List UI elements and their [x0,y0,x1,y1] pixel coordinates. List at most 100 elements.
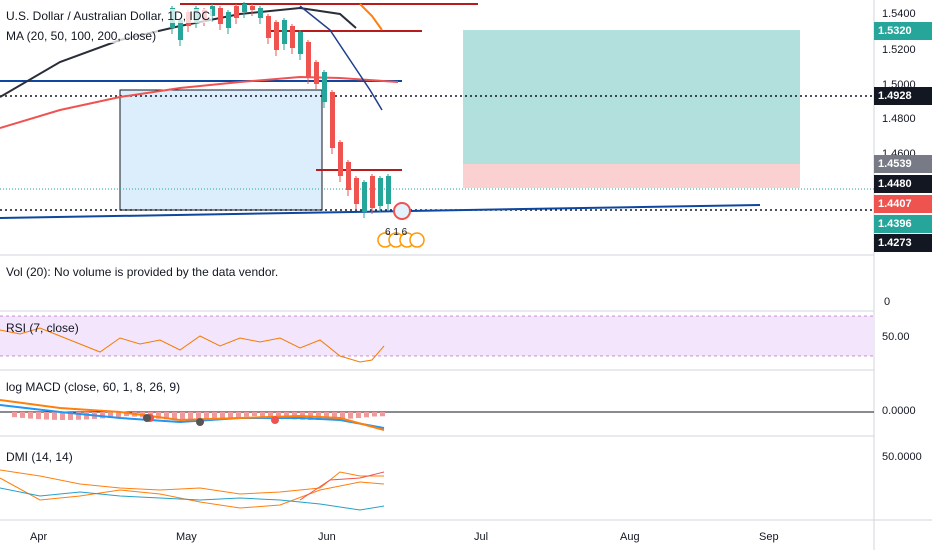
macd-legend[interactable]: log MACD (close, 60, 1, 8, 26, 9) [6,380,181,394]
dmi-adx-line [0,477,385,509]
macd-histogram-bar [36,412,41,420]
candle-body [322,72,327,102]
candle-body [290,26,295,48]
candle-body [306,42,311,78]
macd-histogram-bar [276,412,281,419]
ma-legend[interactable]: MA (20, 50, 100, 200, close) [4,29,159,43]
macd-histogram-bar [44,412,49,420]
macd-axis-label: 0.0000 [882,405,916,417]
stop-zone [463,164,800,188]
candle-body [386,176,391,204]
earnings-event-badge[interactable]: 6 1 6 [370,226,422,248]
candle-body [378,178,383,206]
macd-histogram-bar [196,412,201,420]
time-axis-label: Jun [318,531,336,543]
macd-cross-marker [271,416,279,424]
rsi-line [0,327,385,363]
candle-body [346,162,351,190]
dmi-minus-line [0,487,385,511]
price-tag-last: 1.4396 [874,215,932,233]
candle-body [178,20,183,40]
dmi-line [299,471,385,501]
time-axis-label: Aug [620,531,640,543]
time-axis-label: Apr [30,531,48,543]
macd-histogram-bar [12,412,17,418]
time-axis-label: Sep [759,531,779,543]
rsi-axis-label: 50.00 [882,331,910,343]
macd-cross-marker [143,414,151,422]
range-box [119,89,323,211]
candle-body [274,22,279,50]
candle-body [218,8,223,24]
macd-histogram-bar [340,412,345,420]
time-axis-label: Jul [474,531,489,543]
candle-body [330,92,335,148]
candle-body [226,12,231,28]
rsi-legend[interactable]: RSI (7, close) [6,321,79,335]
macd-histogram-bar [28,412,33,419]
candle-body [282,20,287,44]
macd-histogram-bar [60,412,65,420]
macd-histogram-bar [172,412,177,420]
macd-histogram-bar [124,412,129,417]
macd-histogram-bar [324,412,329,420]
macd-histogram-bar [20,412,25,418]
time-axis-label: May [176,531,197,543]
candle-body [298,32,303,54]
macd-histogram-bar [180,412,185,420]
event-badge-label: 6 1 6 [385,227,408,238]
candle-body [242,4,247,12]
price-axis-label: 1.4800 [882,113,916,125]
price-tag-level: 1.4480 [874,175,932,193]
price-tag-target: 1.5320 [874,22,932,40]
candle-body [258,8,263,18]
macd-histogram-bar [156,412,161,419]
event-marker [409,232,425,248]
dmi-plus-line [0,469,384,495]
candle-body [338,142,343,176]
macd-histogram-bar [76,412,81,420]
macd-histogram-bar [164,412,169,420]
price-tag-ma: 1.4407 [874,195,932,213]
macd-histogram-bar [236,412,241,418]
volume-legend[interactable]: Vol (20): No volume is provided by the d… [6,265,279,279]
macd-histogram-bar [372,412,377,417]
macd-histogram-bar [252,412,257,417]
symbol-legend[interactable]: U.S. Dollar / Australian Dollar, 1D, IDC [4,9,213,23]
macd-histogram-bar [332,412,337,420]
macd-histogram-bar [100,412,105,419]
macd-histogram-bar [260,412,265,417]
macd-histogram-bar [212,412,217,420]
macd-histogram-bar [228,412,233,419]
macd-histogram-bar [244,412,249,417]
macd-histogram-bar [84,412,89,420]
dmi-legend[interactable]: DMI (14, 14) [6,450,73,464]
candle-body [362,182,367,212]
volume-axis-label: 0 [884,296,891,308]
macd-histogram-bar [68,412,73,420]
candle-body [314,62,319,84]
macd-histogram-bar [52,412,57,420]
macd-cross-marker [196,418,204,426]
rsi-band [0,316,874,356]
macd-histogram-bar [220,412,225,419]
macd-histogram-bar [348,412,353,419]
price-axis-label: 1.5400 [882,8,916,20]
macd-histogram-bar [356,412,361,419]
target-zone [463,30,800,164]
macd-histogram-bar [116,412,121,417]
ma-line [299,5,383,111]
macd-histogram-bar [364,412,369,418]
macd-histogram-bar [108,412,113,418]
price-tag-entry: 1.4539 [874,155,932,173]
macd-histogram-bar [380,412,385,417]
price-tag-level: 1.4928 [874,87,932,105]
candle-body [234,6,239,18]
dmi-axis-label: 50.0000 [882,451,922,463]
candle-body [250,6,255,10]
price-tag-level: 1.4273 [874,234,932,252]
candle-body [266,16,271,38]
ma-line [359,3,383,31]
